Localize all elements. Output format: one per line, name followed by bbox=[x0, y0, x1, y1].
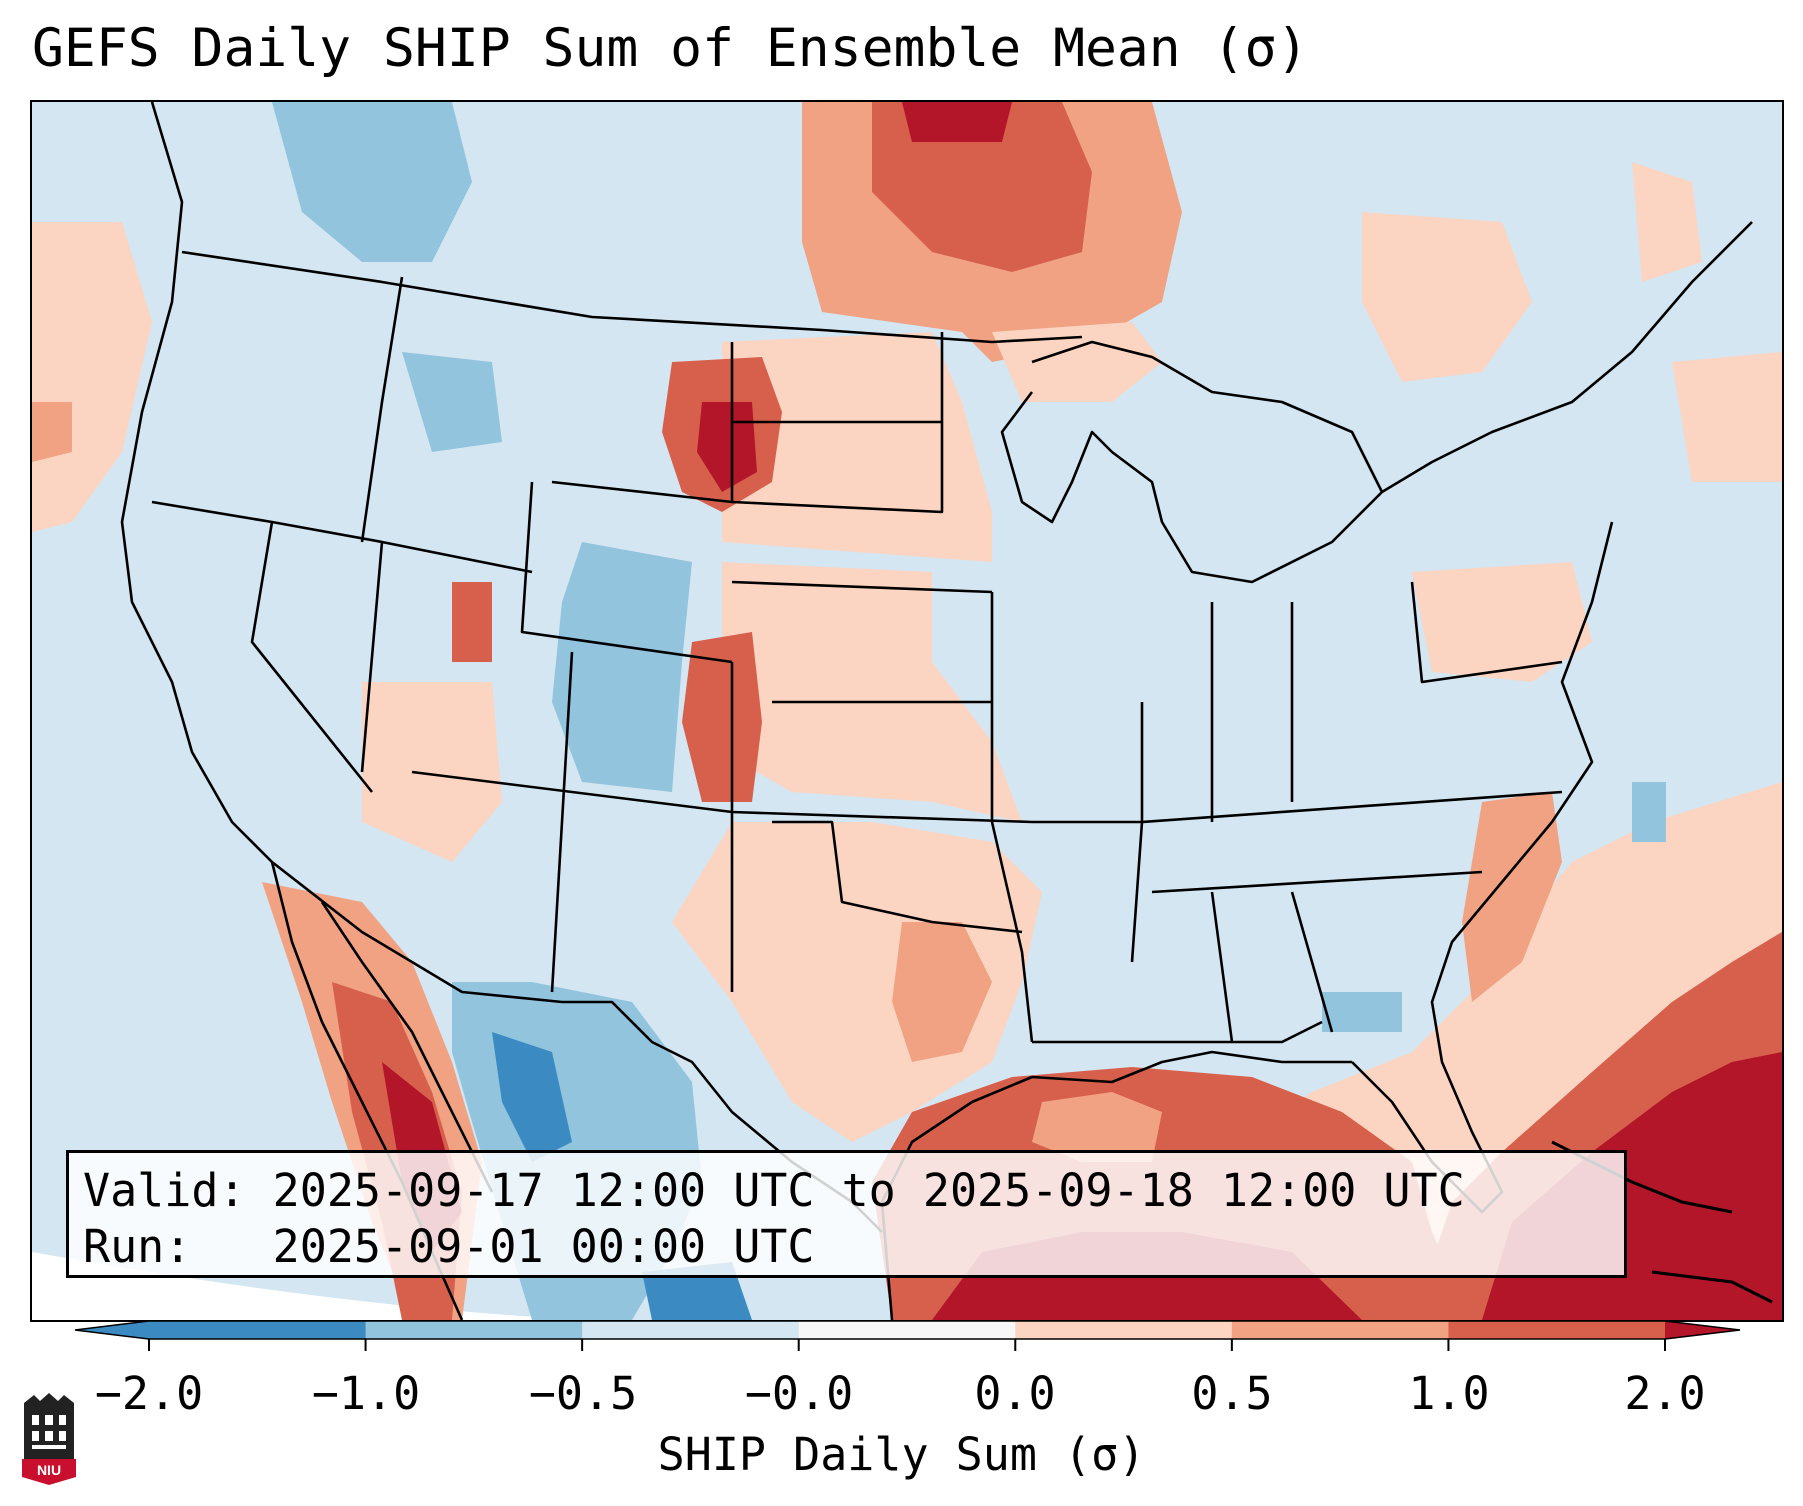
colorbar-tick-label: 0.0 bbox=[974, 1367, 1056, 1420]
alabama-border bbox=[1210, 891, 1234, 1043]
ok-tx-border bbox=[772, 820, 1023, 934]
patch-idaho-cool bbox=[402, 352, 502, 452]
colorbar-extend-high bbox=[1665, 1321, 1740, 1339]
patch-maritimes-light bbox=[1672, 352, 1782, 482]
patch-georgia-cool bbox=[1322, 992, 1402, 1032]
colorbar-segment bbox=[1015, 1321, 1233, 1339]
colorbar-tick-label: 1.0 bbox=[1408, 1367, 1490, 1420]
sd-ne-border bbox=[731, 580, 993, 594]
anomaly-map bbox=[32, 102, 1782, 1320]
chart-title: GEFS Daily SHIP Sum of Ensemble Mean (σ) bbox=[32, 18, 1309, 79]
colorbar-tick-label: −2.0 bbox=[94, 1367, 204, 1420]
projection-edge bbox=[32, 1252, 882, 1320]
patch-labrador-light bbox=[1632, 162, 1702, 282]
four-corners-line bbox=[411, 770, 1142, 824]
colorbar-tick-label: 0.5 bbox=[1191, 1367, 1273, 1420]
georgia-border bbox=[1290, 891, 1334, 1033]
pa-border bbox=[1410, 581, 1563, 684]
hispaniola-outline bbox=[1651, 1270, 1773, 1304]
west-coastline bbox=[120, 102, 273, 863]
oregon-border bbox=[151, 500, 533, 574]
patch-plains-light bbox=[722, 562, 1022, 822]
nevada-border bbox=[250, 521, 374, 793]
colorbar-segment bbox=[798, 1321, 1016, 1339]
logo-banner bbox=[22, 1459, 76, 1485]
logo-text: NIU bbox=[37, 1462, 61, 1478]
colorbar-tick-label: −0.5 bbox=[528, 1367, 638, 1420]
patch-intermountain-light bbox=[362, 682, 502, 862]
colorbar-segment bbox=[582, 1321, 800, 1339]
patch-prairies-red bbox=[872, 102, 1092, 272]
patch-ontario-light bbox=[992, 322, 1162, 402]
patch-frontrange-red bbox=[682, 632, 762, 802]
patch-quebec-light bbox=[1362, 212, 1532, 382]
map-panel bbox=[30, 100, 1784, 1322]
wyoming-border bbox=[520, 481, 733, 664]
gulf-states-line bbox=[1032, 1020, 1323, 1044]
patch-colorado-cool bbox=[552, 542, 692, 792]
az-nm-border bbox=[550, 651, 574, 993]
logo-tower bbox=[24, 1393, 74, 1459]
canada-border-east bbox=[1381, 221, 1753, 494]
colorbar bbox=[74, 1320, 1741, 1351]
colorbar-segment bbox=[1448, 1321, 1666, 1339]
boundaries bbox=[120, 102, 1753, 1320]
great-lakes bbox=[1000, 340, 1384, 584]
patch-atlantic-cool-spot bbox=[1632, 782, 1666, 842]
dakotas-border bbox=[731, 332, 944, 514]
colorbar-extend-low bbox=[75, 1321, 149, 1339]
south-states-line bbox=[1151, 870, 1483, 894]
central-border bbox=[990, 592, 1034, 1043]
colorbar-tick-label: 2.0 bbox=[1624, 1367, 1706, 1420]
gulf-california-coast bbox=[320, 901, 494, 1193]
patch-carolina-mid bbox=[1462, 792, 1562, 1002]
colorbar-label: SHIP Daily Sum (σ) bbox=[657, 1428, 1146, 1481]
idaho-border bbox=[360, 276, 404, 543]
patch-gulf-mid bbox=[1032, 1092, 1162, 1162]
utah-west-border bbox=[360, 541, 384, 773]
valid-run-info-box: Valid: 2025-09-17 12:00 UTC to 2025-09-1… bbox=[66, 1150, 1627, 1278]
colorbar-segment bbox=[365, 1321, 583, 1339]
patch-texas-light bbox=[672, 822, 1042, 1142]
colorbar-segment bbox=[1231, 1321, 1449, 1339]
patch-pacific-spot bbox=[32, 402, 72, 462]
patch-mexico-dark-cool bbox=[492, 1032, 572, 1162]
patch-prairies-dark bbox=[902, 102, 1012, 142]
patch-northeast-light bbox=[1412, 562, 1592, 682]
colorbar-tick-label: −0.0 bbox=[744, 1367, 854, 1420]
patch-bc-cool bbox=[272, 102, 472, 262]
run-line: Run: 2025-09-01 00:00 UTC bbox=[83, 1220, 815, 1273]
patch-texas-mid bbox=[892, 922, 992, 1062]
patch-utah-red bbox=[452, 582, 492, 662]
colorbar-segment bbox=[149, 1321, 367, 1339]
niu-logo: NIU bbox=[22, 1393, 76, 1485]
valid-line: Valid: 2025-09-17 12:00 UTC to 2025-09-1… bbox=[83, 1164, 1465, 1217]
colorbar-tick-label: −1.0 bbox=[311, 1367, 421, 1420]
us-mexico-border bbox=[271, 860, 563, 1004]
patch-dakota-dark bbox=[697, 402, 757, 492]
canada-border-west bbox=[181, 250, 1083, 344]
